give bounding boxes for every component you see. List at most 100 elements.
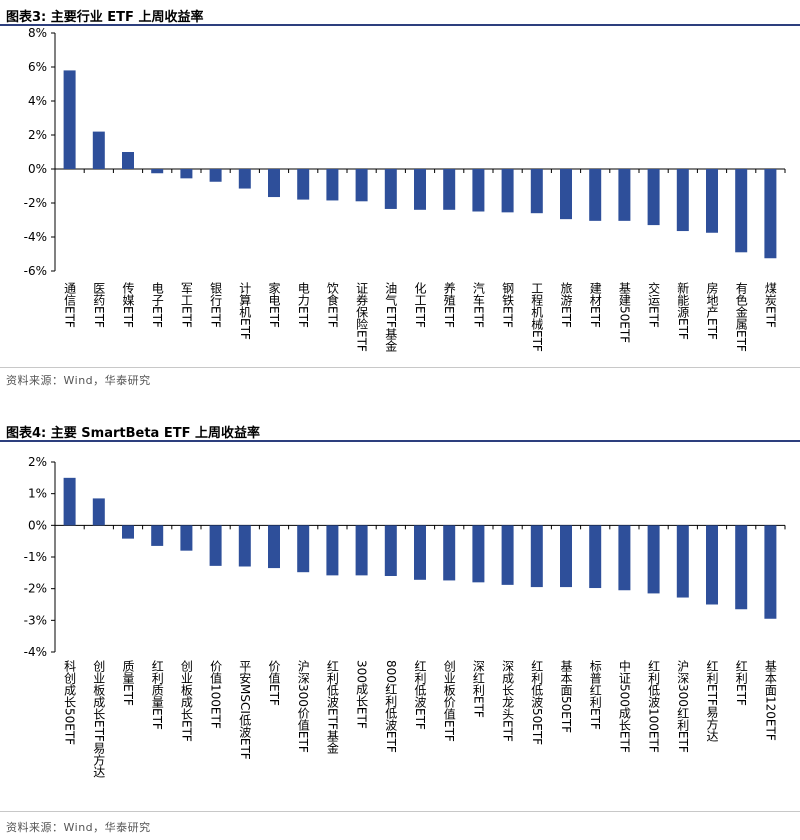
y-tick-label: -1%	[24, 550, 47, 564]
bar	[676, 169, 689, 232]
category-label: 红利低波100ETF	[647, 659, 661, 753]
bar	[180, 525, 193, 551]
bar	[326, 169, 339, 201]
y-tick-label: -6%	[24, 264, 47, 278]
bar	[530, 169, 543, 214]
category-label: 房地产ETF	[705, 281, 719, 340]
category-label: 银行ETF	[209, 282, 223, 328]
bar	[63, 477, 76, 526]
category-label: 饮食ETF	[325, 282, 339, 328]
bar	[676, 525, 689, 598]
bar	[472, 169, 485, 212]
category-label: 煤炭ETF	[763, 282, 777, 328]
y-tick-label: -4%	[24, 230, 47, 244]
y-tick-label: 4%	[28, 94, 47, 108]
figure1-title-rule	[0, 24, 800, 26]
y-tick-label: 2%	[28, 128, 47, 142]
category-label: 创业板价值ETF	[442, 660, 456, 742]
category-label: 计算机ETF	[238, 282, 252, 340]
bar	[764, 525, 777, 619]
category-label: 红利低波ETF基金	[325, 659, 339, 754]
bar	[618, 525, 631, 591]
y-tick-label: 1%	[28, 487, 47, 501]
category-label: 科创成长50ETF	[63, 660, 77, 746]
category-label: 养殖ETF	[442, 281, 456, 328]
category-label: 价值100ETF	[209, 660, 223, 729]
category-label: 基建50ETF	[617, 282, 631, 344]
bar	[384, 525, 397, 576]
bar	[122, 525, 134, 539]
category-label: 通信ETF	[63, 282, 77, 328]
category-label: 油气ETF基金	[384, 282, 398, 352]
bar	[589, 169, 602, 221]
figure1-source: 资料来源：Wind，华泰研究	[6, 374, 151, 387]
bar	[63, 70, 76, 169]
figure2-source-rule	[0, 811, 800, 812]
bar	[268, 525, 280, 569]
category-label: 化工ETF	[413, 282, 427, 328]
bar	[355, 169, 368, 202]
category-label: 新能源ETF	[676, 281, 690, 340]
bar	[764, 169, 777, 259]
category-label: 基本面50ETF	[559, 660, 573, 734]
category-label: 建材ETF	[588, 282, 602, 328]
category-label: 电子ETF	[150, 282, 164, 328]
category-label: 标普红利ETF	[588, 660, 602, 730]
category-label: 证券保险ETF	[355, 282, 369, 352]
y-tick-label: 0%	[28, 162, 47, 176]
industry-etf-bar-chart: 8% 6% 4% 2% 0% -2% -4% -6% 通信ETF 医药ETF 传媒ETF 电子ETF 军…	[24, 26, 786, 352]
category-label: 军工ETF	[179, 282, 193, 328]
bar	[560, 525, 572, 588]
category-label: 价值ETF	[267, 660, 281, 706]
category-label: 医药ETF	[92, 282, 106, 328]
bar	[706, 169, 718, 233]
category-label: 汽车ETF	[471, 281, 485, 328]
bar	[443, 525, 456, 581]
category-label: 创业板成长ETF	[179, 660, 193, 742]
bar	[414, 525, 426, 580]
y-tick-label: -2%	[24, 582, 47, 596]
category-label: 家电ETF	[267, 281, 281, 328]
figure2-source: 资料来源：Wind，华泰研究	[6, 821, 151, 834]
bar	[297, 169, 310, 200]
category-label: 红利ETF	[734, 659, 748, 706]
bar	[326, 525, 339, 576]
bar	[238, 169, 251, 189]
bar	[209, 169, 222, 182]
category-label: 质量ETF	[121, 660, 135, 706]
figure1-source-rule	[0, 367, 800, 368]
category-label: 平安MSCI低波ETF	[238, 660, 252, 760]
bar	[443, 169, 456, 210]
bar	[618, 169, 631, 221]
category-label: 800红利低波ETF	[384, 660, 398, 753]
category-label: 创业板成长ETF易方达	[92, 660, 106, 778]
bar	[414, 169, 426, 210]
category-label: 交运ETF	[647, 281, 661, 328]
category-label: 工程机械ETF	[530, 282, 544, 352]
category-label: 电力ETF	[296, 282, 310, 328]
y-tick-label: -2%	[24, 196, 47, 210]
y-tick-label: 8%	[28, 26, 47, 40]
category-label: 沪深300红利ETF	[676, 660, 690, 753]
category-label: 红利质量ETF	[150, 659, 164, 730]
bar	[706, 525, 718, 605]
y-tick-label: 0%	[28, 518, 47, 532]
category-label: 基本面120ETF	[763, 660, 777, 741]
y-tick-label: -4%	[24, 645, 47, 659]
bar	[501, 525, 514, 585]
category-label: 深成长龙头ETF	[501, 660, 515, 742]
y-tick-label: -3%	[24, 613, 47, 627]
bar	[647, 169, 660, 226]
bar	[238, 525, 251, 567]
y-tick-label: 2%	[28, 455, 47, 469]
figure1-title: 图表3: 主要行业 ETF 上周收益率	[6, 10, 204, 25]
bar	[92, 131, 105, 169]
y-tick-label: 6%	[28, 60, 47, 74]
category-label: 旅游ETF	[559, 282, 573, 328]
bar	[151, 525, 164, 546]
bar	[151, 169, 164, 174]
bar	[589, 525, 602, 589]
category-label: 传媒ETF	[121, 281, 135, 328]
bar	[472, 525, 485, 583]
